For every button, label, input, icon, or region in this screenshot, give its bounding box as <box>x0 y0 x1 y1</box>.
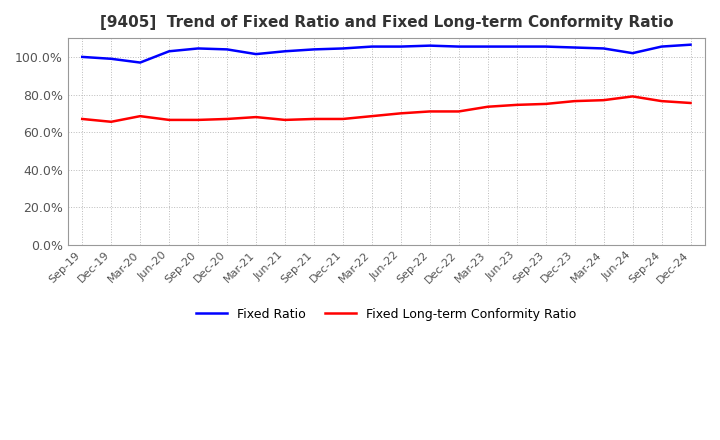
Fixed Long-term Conformity Ratio <box>570 99 579 104</box>
Fixed Ratio <box>252 51 261 57</box>
Fixed Ratio <box>570 45 579 50</box>
Fixed Long-term Conformity Ratio <box>686 100 695 106</box>
Fixed Ratio <box>194 46 202 51</box>
Fixed Ratio <box>657 44 666 49</box>
Title: [9405]  Trend of Fixed Ratio and Fixed Long-term Conformity Ratio: [9405] Trend of Fixed Ratio and Fixed Lo… <box>99 15 673 30</box>
Fixed Ratio <box>281 49 289 54</box>
Fixed Ratio <box>541 44 550 49</box>
Fixed Ratio <box>136 60 145 65</box>
Fixed Long-term Conformity Ratio <box>599 98 608 103</box>
Fixed Long-term Conformity Ratio <box>426 109 434 114</box>
Fixed Long-term Conformity Ratio <box>252 114 261 120</box>
Fixed Long-term Conformity Ratio <box>657 99 666 104</box>
Fixed Long-term Conformity Ratio <box>194 117 202 123</box>
Fixed Long-term Conformity Ratio <box>136 114 145 119</box>
Fixed Long-term Conformity Ratio <box>397 111 405 116</box>
Fixed Long-term Conformity Ratio <box>368 114 377 119</box>
Fixed Ratio <box>454 44 463 49</box>
Fixed Long-term Conformity Ratio <box>222 116 231 121</box>
Fixed Ratio <box>222 47 231 52</box>
Fixed Long-term Conformity Ratio <box>310 116 318 121</box>
Line: Fixed Ratio: Fixed Ratio <box>82 45 690 62</box>
Fixed Ratio <box>397 44 405 49</box>
Line: Fixed Long-term Conformity Ratio: Fixed Long-term Conformity Ratio <box>82 96 690 122</box>
Fixed Ratio <box>513 44 521 49</box>
Fixed Ratio <box>107 56 115 62</box>
Fixed Long-term Conformity Ratio <box>483 104 492 110</box>
Fixed Ratio <box>686 42 695 48</box>
Fixed Ratio <box>426 43 434 48</box>
Legend: Fixed Ratio, Fixed Long-term Conformity Ratio: Fixed Ratio, Fixed Long-term Conformity … <box>192 303 582 326</box>
Fixed Ratio <box>165 49 174 54</box>
Fixed Long-term Conformity Ratio <box>281 117 289 123</box>
Fixed Ratio <box>78 54 86 59</box>
Fixed Ratio <box>599 46 608 51</box>
Fixed Ratio <box>629 51 637 56</box>
Fixed Long-term Conformity Ratio <box>107 119 115 125</box>
Fixed Long-term Conformity Ratio <box>338 116 347 121</box>
Fixed Long-term Conformity Ratio <box>629 94 637 99</box>
Fixed Long-term Conformity Ratio <box>454 109 463 114</box>
Fixed Ratio <box>368 44 377 49</box>
Fixed Long-term Conformity Ratio <box>165 117 174 123</box>
Fixed Ratio <box>310 47 318 52</box>
Fixed Long-term Conformity Ratio <box>78 116 86 121</box>
Fixed Ratio <box>338 46 347 51</box>
Fixed Ratio <box>483 44 492 49</box>
Fixed Long-term Conformity Ratio <box>513 102 521 107</box>
Fixed Long-term Conformity Ratio <box>541 101 550 106</box>
